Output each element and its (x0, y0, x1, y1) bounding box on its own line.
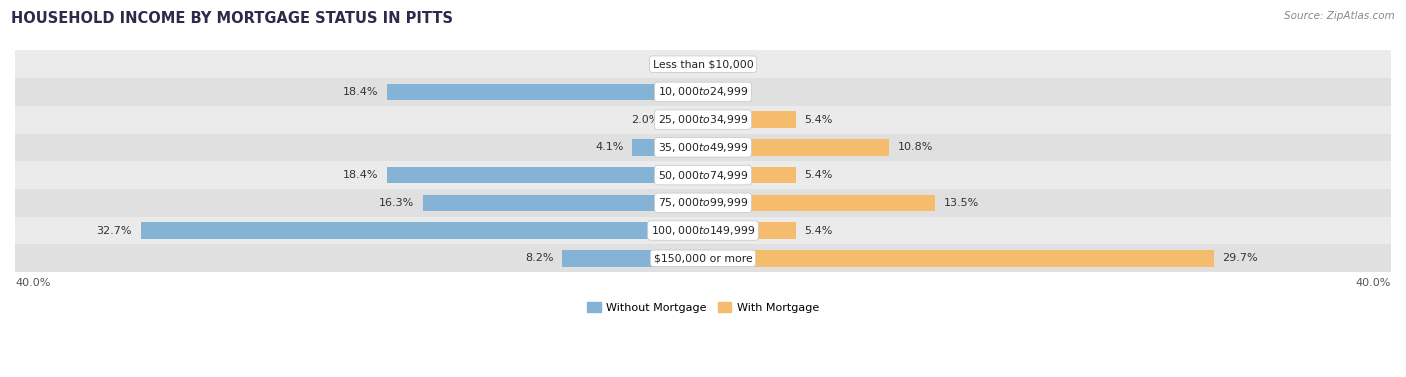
Bar (15, 217, 1391, 244)
Text: 5.4%: 5.4% (804, 115, 832, 125)
Bar (387, 84, 703, 100)
Bar (15, 50, 1391, 78)
Text: 0.0%: 0.0% (666, 59, 695, 69)
Text: $50,000 to $74,999: $50,000 to $74,999 (658, 169, 748, 182)
Text: 2.0%: 2.0% (631, 115, 659, 125)
Text: 29.7%: 29.7% (1222, 253, 1258, 263)
Text: 10.8%: 10.8% (897, 143, 932, 152)
Bar (15, 78, 1391, 106)
Text: 40.0%: 40.0% (1355, 278, 1391, 288)
Bar (387, 167, 703, 184)
Bar (703, 222, 796, 239)
Text: $150,000 or more: $150,000 or more (654, 253, 752, 263)
Legend: Without Mortgage, With Mortgage: Without Mortgage, With Mortgage (582, 298, 824, 317)
Bar (633, 139, 703, 156)
Bar (703, 139, 889, 156)
Text: Less than $10,000: Less than $10,000 (652, 59, 754, 69)
Bar (703, 195, 935, 211)
Bar (562, 250, 703, 267)
Bar (15, 161, 1391, 189)
Text: 0.0%: 0.0% (711, 87, 740, 97)
Text: 40.0%: 40.0% (15, 278, 51, 288)
Text: $100,000 to $149,999: $100,000 to $149,999 (651, 224, 755, 237)
Text: 32.7%: 32.7% (97, 225, 132, 236)
Bar (669, 111, 703, 128)
Text: 5.4%: 5.4% (804, 170, 832, 180)
Text: 18.4%: 18.4% (343, 170, 378, 180)
Bar (423, 195, 703, 211)
Bar (15, 106, 1391, 133)
Bar (703, 250, 1213, 267)
Bar (15, 133, 1391, 161)
Text: 4.1%: 4.1% (596, 143, 624, 152)
Text: HOUSEHOLD INCOME BY MORTGAGE STATUS IN PITTS: HOUSEHOLD INCOME BY MORTGAGE STATUS IN P… (11, 11, 453, 26)
Bar (15, 244, 1391, 272)
Text: $35,000 to $49,999: $35,000 to $49,999 (658, 141, 748, 154)
Text: 13.5%: 13.5% (943, 198, 979, 208)
Text: 8.2%: 8.2% (524, 253, 554, 263)
Bar (141, 222, 703, 239)
Text: 5.4%: 5.4% (804, 225, 832, 236)
Bar (15, 189, 1391, 217)
Text: 18.4%: 18.4% (343, 87, 378, 97)
Text: Source: ZipAtlas.com: Source: ZipAtlas.com (1284, 11, 1395, 21)
Text: $75,000 to $99,999: $75,000 to $99,999 (658, 196, 748, 209)
Bar (703, 111, 796, 128)
Text: 16.3%: 16.3% (378, 198, 413, 208)
Text: $25,000 to $34,999: $25,000 to $34,999 (658, 113, 748, 126)
Text: $10,000 to $24,999: $10,000 to $24,999 (658, 86, 748, 98)
Text: 0.0%: 0.0% (711, 59, 740, 69)
Bar (703, 167, 796, 184)
